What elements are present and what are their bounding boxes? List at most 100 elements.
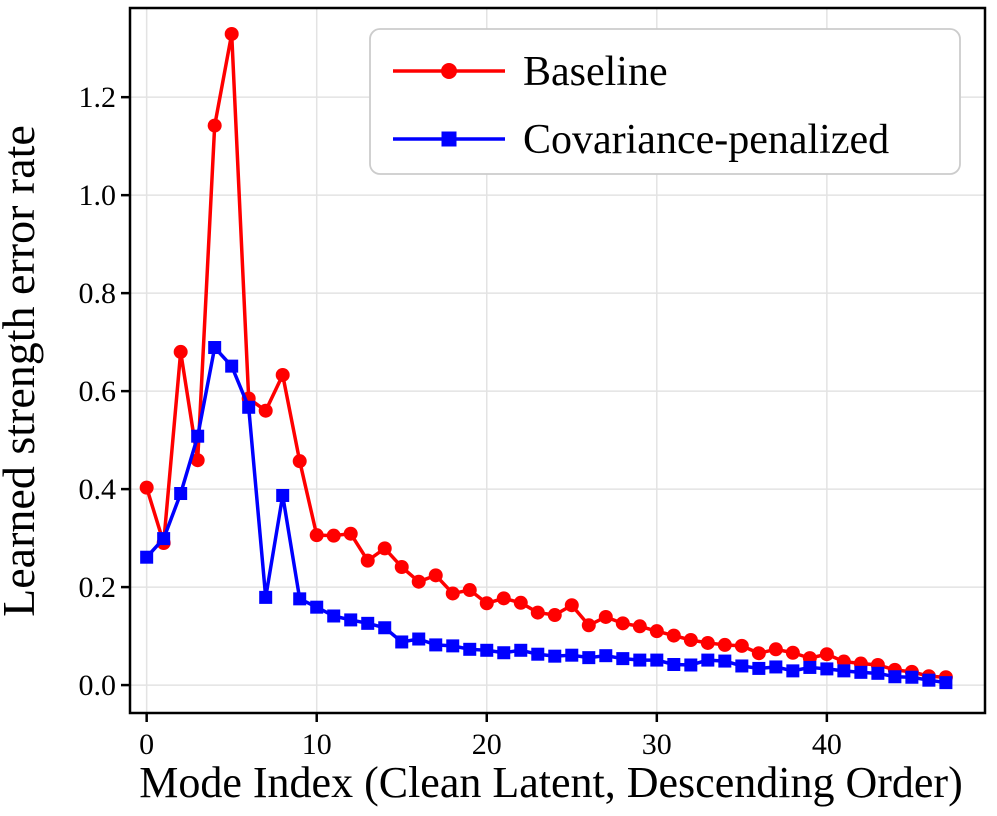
data-point-square [174,487,188,501]
data-point-square [633,653,647,667]
data-point-circle [258,403,273,418]
data-point-square [820,662,834,676]
data-point-circle [496,591,511,606]
data-point-circle [513,595,528,610]
x-axis-label: Mode Index (Clean Latent, Descending Ord… [139,758,962,807]
data-point-circle [615,616,630,631]
data-point-circle [326,528,341,543]
data-point-circle [445,586,460,601]
data-point-circle [683,633,698,648]
data-point-circle [360,553,375,568]
data-point-circle [275,367,290,382]
x-tick-label: 0 [139,728,154,761]
y-tick-label: 0.8 [79,277,117,310]
data-point-circle [768,642,783,657]
data-point-square [650,653,664,667]
legend-circle-marker-icon [441,63,457,79]
x-tick-label: 20 [472,728,502,761]
data-point-square [225,359,239,373]
data-point-square [905,670,919,684]
data-point-circle [598,609,613,624]
data-point-circle [819,647,834,662]
data-point-square [157,532,171,546]
data-point-square [786,664,800,678]
data-point-square [344,613,358,627]
series-line-covariance-penalized [145,345,947,685]
data-point-circle [649,624,664,639]
axis-ticks [121,95,829,722]
data-point-circle [785,645,800,660]
legend-item-covariance-penalized: Covariance-penalized [393,117,889,163]
data-point-square [497,646,511,660]
x-tick-label: 30 [642,728,672,761]
data-point-circle [479,596,494,611]
data-point-square [684,658,698,672]
data-point-circle [139,480,154,495]
data-point-circle [309,528,324,543]
data-point-circle [547,608,562,623]
data-point-square [854,665,868,679]
data-point-square [259,590,273,604]
data-point-square [140,550,154,564]
y-tick-label: 0.6 [79,375,117,408]
data-point-square [293,592,307,606]
data-point-square [582,651,596,665]
data-point-circle [394,560,409,575]
data-point-square [837,664,851,678]
data-point-square [327,609,341,623]
data-point-circle [632,619,647,634]
data-point-square [395,635,409,649]
data-point-square [701,653,715,667]
data-point-square [752,661,766,675]
data-point-square [922,673,936,687]
tick-labels: 0 10 20 30 40 0.0 0.2 0.4 0.6 0.8 1.0 1.2 [79,81,842,761]
legend-item-baseline: Baseline [393,49,668,95]
data-point-circle [734,638,749,653]
data-point-square [463,642,477,656]
data-point-square [718,654,732,668]
data-point-circle [411,574,426,589]
data-point-square [429,638,443,652]
data-point-square [514,643,528,657]
data-point-circle [224,26,239,41]
data-point-square [276,488,290,502]
data-point-square [735,659,749,673]
y-tick-label: 1.2 [79,81,117,114]
data-point-square [242,400,256,414]
data-point-square [565,648,579,662]
data-point-square [667,657,681,671]
data-point-square [599,649,613,663]
data-point-circle [581,618,596,633]
y-tick-label: 0.4 [79,473,117,506]
data-point-circle [173,344,188,359]
y-tick-label: 0.0 [79,669,117,702]
y-tick-label: 0.2 [79,571,117,604]
data-point-square [888,670,902,684]
data-point-square [769,660,783,674]
data-point-square [208,341,222,355]
data-point-circle [700,635,715,650]
data-point-square [939,676,953,690]
data-point-circle [564,598,579,613]
data-point-square [412,632,426,646]
data-point-square [310,600,324,614]
x-tick-label: 40 [812,728,842,761]
data-point-square [361,616,375,630]
data-point-square [548,649,562,663]
data-point-square [378,621,392,635]
data-point-circle [207,118,222,133]
data-point-circle [428,568,443,583]
data-point-circle [717,637,732,652]
data-point-circle [190,453,205,468]
data-point-square [480,643,494,657]
data-point-square [531,647,545,661]
data-point-circle [666,628,681,643]
data-point-square [871,666,885,680]
data-point-square [191,429,205,443]
x-tick-label: 10 [302,728,332,761]
y-axis-label: Learned strength error rate [0,125,44,617]
data-point-square [803,660,817,674]
data-point-circle [530,605,545,620]
